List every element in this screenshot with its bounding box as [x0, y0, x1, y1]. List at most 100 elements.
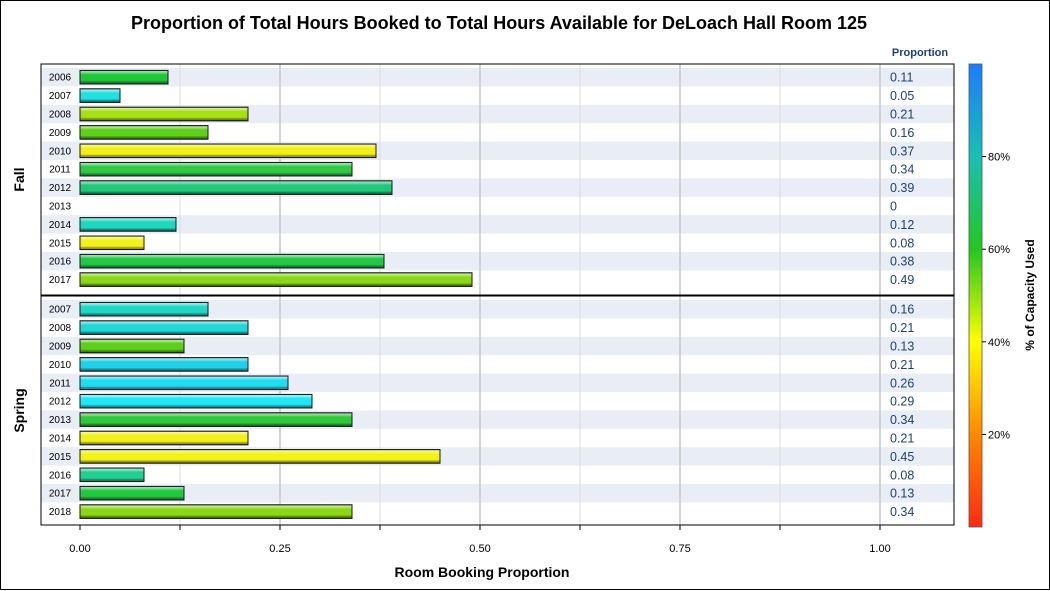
- row-stripe: [41, 104, 954, 124]
- data-label: 0.05: [890, 89, 914, 103]
- data-label: 0.29: [890, 395, 914, 409]
- bar-shade: [79, 235, 145, 251]
- x-tick-label: 0.00: [69, 543, 90, 555]
- data-label: 0.34: [890, 413, 914, 427]
- panel-spring: 2007 0.16 2008 0.21 2009 0.13 2010 0.21 2011 0.26…: [11, 301, 914, 519]
- bar-shade: [79, 357, 249, 372]
- data-label: 0.13: [890, 487, 914, 501]
- data-label: 0: [890, 200, 897, 214]
- category-label: 2012: [49, 397, 72, 408]
- category-label: 2008: [49, 323, 72, 334]
- bar-shade: [79, 180, 393, 195]
- data-label: 0.34: [890, 505, 914, 519]
- data-label: 0.39: [890, 181, 914, 195]
- category-label: 2016: [49, 470, 72, 481]
- colorbar-tick-label: 60%: [988, 244, 1010, 256]
- group-label: Spring: [11, 388, 27, 432]
- category-label: 2008: [49, 110, 72, 121]
- data-label: 0.49: [890, 273, 914, 287]
- x-axis: 0.00 0.25 0.50 0.75 1.00: [69, 525, 891, 555]
- category-label: 2017: [49, 275, 72, 286]
- category-label: 2010: [49, 360, 72, 371]
- x-axis-label: Room Booking Proportion: [395, 564, 570, 580]
- colorbar-gradient: [968, 63, 983, 528]
- bar-shade: [79, 412, 353, 427]
- panel-fall: 2006 0.11 2007 0.05 2008 0.21 2009 0.16 2010 0.37…: [11, 69, 914, 287]
- bar-shade: [79, 375, 289, 391]
- category-label: 2013: [49, 415, 72, 426]
- bar-shade: [79, 253, 385, 269]
- row-stripe: [41, 484, 954, 503]
- plot-area: 2006 0.11 2007 0.05 2008 0.21 2009 0.16 2010 0.37…: [11, 63, 955, 555]
- category-label: 2007: [49, 91, 72, 102]
- category-label: 2015: [49, 238, 72, 249]
- data-label: 0.38: [890, 255, 914, 269]
- data-label: 0.21: [890, 321, 914, 335]
- category-label: 2011: [49, 165, 71, 176]
- row-stripe: [41, 215, 954, 234]
- row-stripe: [41, 300, 954, 319]
- bar-shade: [79, 143, 377, 159]
- data-label: 0.12: [890, 218, 914, 232]
- bar-shade: [79, 125, 209, 140]
- x-tick-label: 1.00: [869, 543, 890, 555]
- colorbar: 20% 40% 60% 80%: [968, 63, 1010, 528]
- row-stripe: [41, 336, 954, 356]
- data-label: 0.11: [890, 71, 913, 85]
- data-label: 0.21: [890, 432, 914, 446]
- category-label: 2013: [49, 202, 72, 213]
- bar-shade: [79, 301, 209, 317]
- bar-shade: [79, 217, 177, 232]
- bar-shade: [79, 88, 121, 103]
- category-label: 2015: [49, 452, 72, 463]
- data-label: 0.45: [890, 450, 914, 464]
- data-label: 0.08: [890, 468, 914, 482]
- colorbar-tick-label: 20%: [988, 429, 1010, 441]
- category-label: 2006: [49, 73, 72, 84]
- data-label: 0.21: [890, 358, 914, 372]
- category-label: 2010: [49, 146, 72, 157]
- category-label: 2017: [49, 489, 72, 500]
- bar-shade: [79, 106, 249, 122]
- x-tick-label: 0.75: [669, 543, 690, 555]
- data-label: 0.16: [890, 303, 914, 317]
- data-label: 0.08: [890, 236, 914, 250]
- data-label: 0.37: [890, 144, 914, 158]
- category-label: 2012: [49, 183, 72, 194]
- x-tick-label: 0.25: [269, 543, 290, 555]
- bar-shade: [79, 338, 185, 354]
- colorbar-label: % of Capacity Used: [1023, 239, 1037, 350]
- plot-frame: [40, 63, 955, 526]
- data-label: 0.13: [890, 340, 914, 354]
- value-column-header: Proportion: [892, 47, 948, 59]
- bar-shade: [79, 320, 249, 335]
- category-label: 2014: [49, 434, 72, 445]
- category-label: 2016: [49, 257, 72, 268]
- chart-title: Proportion of Total Hours Booked to Tota…: [131, 13, 867, 33]
- category-label: 2009: [49, 342, 72, 353]
- bar-shade: [79, 430, 249, 446]
- data-label: 0.34: [890, 163, 914, 177]
- category-label: 2014: [49, 220, 72, 231]
- category-label: 2009: [49, 128, 72, 139]
- colorbar-tick-label: 80%: [988, 152, 1010, 164]
- category-label: 2018: [49, 507, 72, 518]
- bar-shade: [79, 393, 313, 409]
- group-label: Fall: [11, 167, 27, 191]
- colorbar-tick-label: 40%: [988, 337, 1010, 349]
- bar-shade: [79, 272, 473, 287]
- bar-shade: [79, 449, 441, 464]
- bar-shade: [79, 161, 353, 177]
- x-tick-label: 0.50: [469, 543, 490, 555]
- bar-shade: [79, 69, 169, 85]
- category-label: 2011: [49, 378, 71, 389]
- data-label: 0.21: [890, 108, 914, 122]
- data-label: 0.26: [890, 376, 914, 390]
- category-label: 2007: [49, 305, 72, 316]
- bar-shade: [79, 467, 145, 483]
- data-label: 0.16: [890, 126, 914, 140]
- bar-shade: [79, 485, 185, 501]
- bar-shade: [79, 504, 353, 519]
